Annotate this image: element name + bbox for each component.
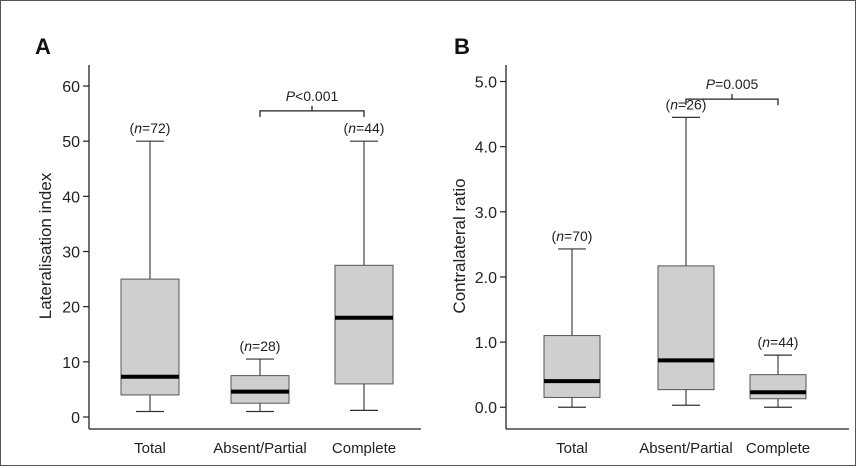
n-label: (n=72): [130, 120, 171, 136]
box-1: (n=72): [120, 120, 180, 413]
p-value-label: P=0.005: [706, 76, 759, 92]
y-tick-label: 30: [62, 245, 80, 262]
y-tick-label: 60: [62, 79, 80, 96]
iqr-box: [334, 264, 394, 385]
y-tick-label: 0: [71, 410, 80, 427]
panel-a: A Lateralisation index 0 10 20 30 40 50 60 (n=72)…: [35, 34, 421, 457]
significance-bracket: P=0.005: [685, 76, 779, 106]
category-label: Complete: [746, 440, 810, 457]
y-axis-label: Contralateral ratio: [450, 178, 469, 313]
y-axis-label: Lateralisation index: [36, 172, 55, 319]
n-label: (n=26): [666, 96, 707, 112]
y-tick-label: 3.0: [475, 205, 497, 222]
bracket-line: [685, 98, 779, 106]
n-label: (n=44): [344, 120, 385, 136]
category-label: Absent/Partial: [213, 440, 306, 457]
n-label: (n=70): [552, 228, 593, 244]
panel-b: B Contralateral ratio 0.0 1.0 2.0 3.0 4.0 5.0 (n…: [450, 34, 849, 457]
y-tick-label: 2.0: [475, 270, 497, 287]
n-label: (n=28): [240, 338, 281, 354]
box-2: (n=26): [657, 96, 715, 406]
category-label: Total: [556, 440, 588, 457]
category-label: Absent/Partial: [639, 440, 732, 457]
iqr-box: [657, 265, 715, 391]
p-value-label: P<0.001: [286, 88, 339, 104]
box-2: (n=28): [230, 338, 290, 413]
iqr-box: [543, 335, 601, 398]
bracket-line: [259, 110, 365, 117]
iqr-box: [230, 375, 290, 404]
y-tick-label: 5.0: [475, 75, 497, 92]
y-tick-label: 20: [62, 300, 80, 317]
box-3: (n=44): [334, 120, 394, 411]
box-3: (n=44): [749, 334, 807, 408]
y-tick-label: 4.0: [475, 140, 497, 157]
y-tick-label: 10: [62, 355, 80, 372]
y-tick-label: 40: [62, 189, 80, 206]
panel-label: B: [454, 34, 470, 59]
significance-bracket: P<0.001: [259, 88, 365, 117]
iqr-box: [749, 374, 807, 400]
y-tick-label: 1.0: [475, 335, 497, 352]
box-1: (n=70): [543, 228, 601, 408]
panel-label: A: [35, 34, 51, 59]
n-label: (n=44): [758, 334, 799, 350]
y-tick-label: 0.0: [475, 400, 497, 417]
category-label: Total: [134, 440, 166, 457]
y-tick-label: 50: [62, 134, 80, 151]
category-label: Complete: [332, 440, 396, 457]
